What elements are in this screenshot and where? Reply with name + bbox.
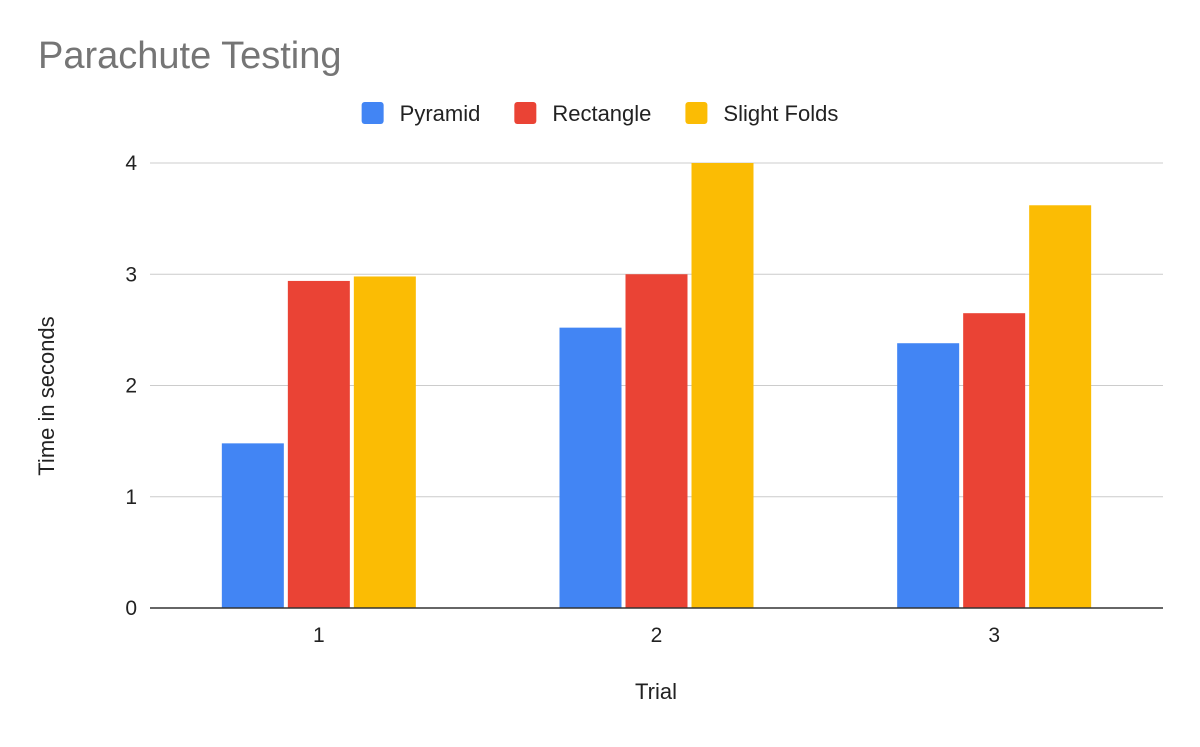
bar-slight-folds-trial-1 (353, 276, 416, 608)
bar-pyramid-trial-1 (221, 443, 284, 608)
legend-swatch (685, 102, 708, 124)
bar-pyramid-trial-3 (897, 343, 960, 608)
legend-swatch (361, 102, 384, 124)
y-tick-label: 3 (125, 263, 137, 286)
legend-label: Rectangle (552, 101, 651, 126)
bar-slight-folds-trial-3 (1029, 205, 1092, 608)
chart-title: Parachute Testing (38, 35, 342, 77)
bar-pyramid-trial-2 (559, 327, 622, 608)
y-tick-label: 2 (125, 375, 137, 398)
y-tick-label: 4 (125, 152, 137, 175)
x-axis-label: Trial (635, 679, 677, 704)
bar-rectangle-trial-1 (287, 280, 350, 608)
bar-slight-folds-trial-2 (691, 163, 754, 608)
y-axis-label: Time in seconds (34, 316, 59, 475)
x-tick-label: 3 (988, 624, 1000, 647)
bar-rectangle-trial-2 (625, 274, 688, 608)
x-tick-label: 1 (313, 624, 325, 647)
legend-swatch (514, 102, 537, 124)
x-axis-ticks: 1 2 3 (313, 624, 1000, 647)
y-tick-label: 1 (125, 486, 137, 509)
y-tick-label: 0 (125, 597, 137, 620)
legend-label: Pyramid (400, 101, 481, 126)
legend-label: Slight Folds (723, 101, 838, 126)
legend: Pyramid Rectangle Slight Folds (361, 101, 838, 126)
legend-item-pyramid: Pyramid (361, 101, 481, 126)
x-tick-label: 2 (651, 624, 663, 647)
bars (221, 163, 1092, 608)
legend-item-slight-folds: Slight Folds (685, 101, 838, 126)
y-axis-ticks: 0 1 2 3 4 (125, 152, 137, 620)
legend-item-rectangle: Rectangle (514, 101, 651, 126)
bar-rectangle-trial-3 (963, 313, 1026, 608)
